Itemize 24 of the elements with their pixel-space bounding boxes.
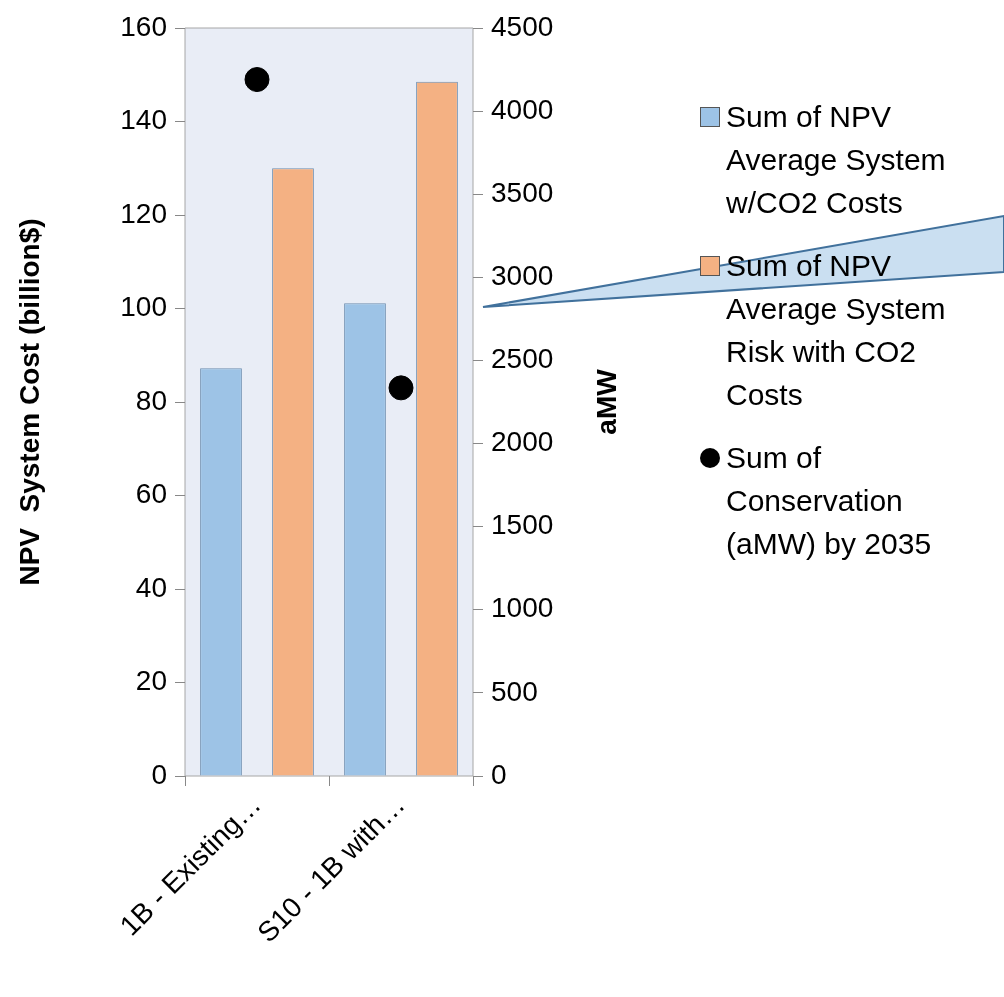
y2-tick-label: 1500 [491,509,554,541]
y-tick-label: 20 [135,665,167,697]
y2-tick-label: 1000 [491,592,554,624]
y-tick-label: 80 [135,384,167,416]
y2-tick-label: 4500 [491,10,554,42]
legend-label: Sum of NPV Average System Risk with CO2 Costs [726,248,947,413]
y2-tick-label: 0 [491,758,507,790]
y-tick-label: 140 [120,104,167,136]
y2-tick-label: 2500 [491,343,554,375]
y-tick-label: 0 [151,758,167,790]
y2-tick-label: 3000 [491,260,554,292]
y-tick-label: 160 [120,10,167,42]
y-tick-label: 40 [135,571,167,603]
legend-label: Sum of NPV Average System w/CO2 Costs [726,99,947,221]
y2-tick-label: 2000 [491,426,554,458]
y-tick-label: 100 [120,291,167,323]
legend-label: Sum of Conservation (aMW) by 2035 [726,440,933,562]
y2-tick-label: 4000 [491,93,554,125]
y-tick-label: 120 [120,197,167,229]
y2-axis-title: aMW [590,368,622,435]
y-axis-title: NPV System Cost (billion$) [13,218,45,586]
y-tick-label: 60 [135,478,167,510]
y2-tick-label: 3500 [491,176,554,208]
y2-tick-label: 500 [491,675,538,707]
